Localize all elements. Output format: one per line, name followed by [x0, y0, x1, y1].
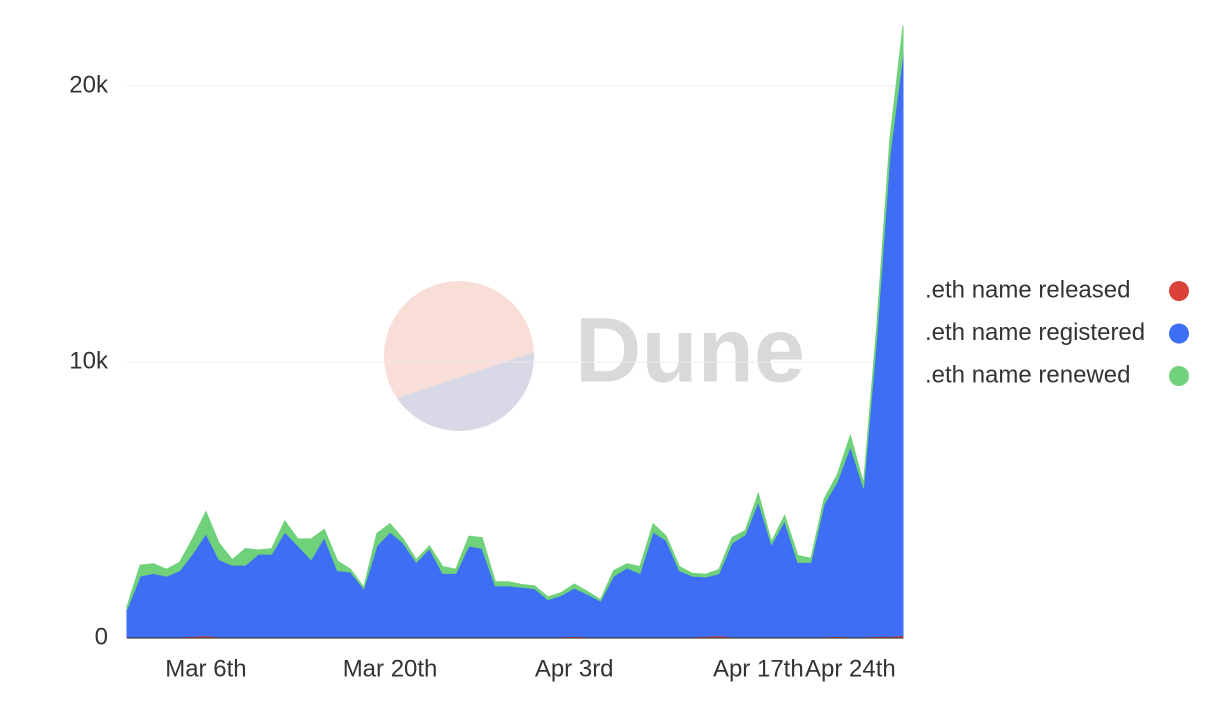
legend-label: .eth name renewed [925, 361, 1130, 388]
x-tick-label: Apr 3rd [535, 655, 614, 682]
legend-label: .eth name registered [925, 319, 1145, 346]
y-tick-label: 0 [95, 623, 108, 650]
y-tick-label: 10k [69, 347, 109, 374]
legend: .eth name released .eth name registered .e… [925, 276, 1145, 388]
legend-label: .eth name released [925, 276, 1130, 303]
x-tick-label: Mar 6th [165, 655, 246, 682]
legend-swatch [1169, 323, 1189, 344]
watermark-text: Dune [575, 299, 805, 401]
x-tick-label: Mar 20th [343, 655, 438, 682]
y-tick-label: 20k [69, 71, 109, 98]
watermark-logo [384, 281, 534, 431]
legend-swatch [1169, 281, 1189, 301]
x-tick-label: Apr 17th [713, 655, 804, 682]
legend-swatch [1169, 366, 1189, 386]
area [126, 25, 904, 610]
x-tick-label: Apr 24th [805, 655, 896, 682]
